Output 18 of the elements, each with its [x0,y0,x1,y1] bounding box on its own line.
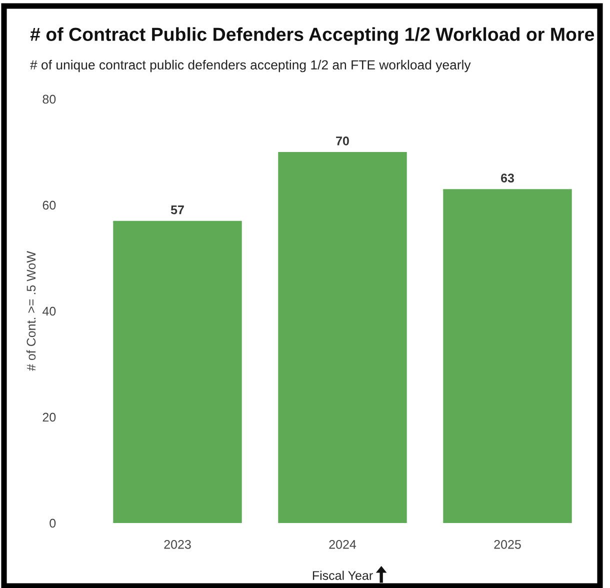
x-tick-label: 2023 [164,540,191,549]
data-label: 70 [336,136,349,146]
y-tick-label: 0 [50,518,56,528]
x-tick-label: 2024 [329,540,356,549]
bar [278,152,407,523]
data-label: 57 [170,206,184,214]
y-tick-label: 20 [42,412,56,422]
chart-subtitle: # of unique contract public defenders accepting 1/2 an FTE workload yearly [30,60,471,72]
x-tick-label: 2025 [494,540,521,549]
y-tick-label: 80 [42,94,56,104]
data-label: 63 [501,174,514,182]
bar [443,189,572,523]
x-axis-title: Fiscal Year [312,570,373,580]
y-axis-title: # of Cont. >= .5 WoW [26,251,36,371]
y-tick-label: 60 [42,200,56,210]
bar [113,220,242,523]
chart-title: # of Contract Public Defenders Accepting 1/2 Workload or More [30,27,594,45]
y-tick-label: 40 [42,306,56,316]
